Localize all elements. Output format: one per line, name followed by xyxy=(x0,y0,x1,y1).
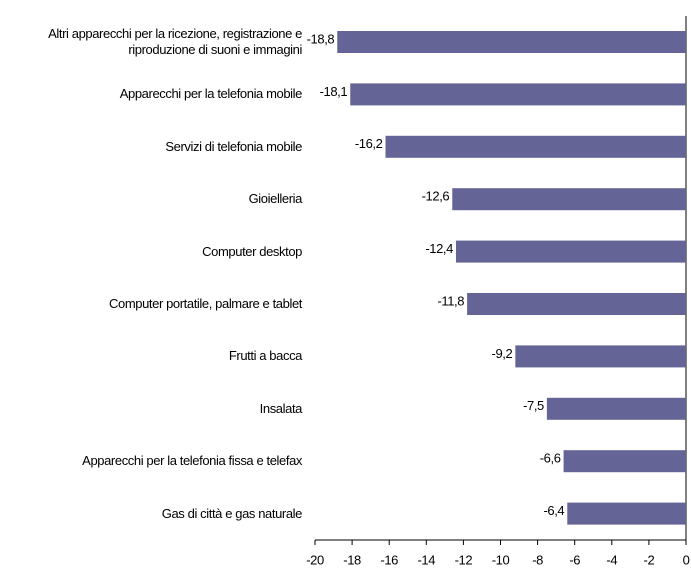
bar xyxy=(452,188,686,211)
bar xyxy=(563,450,686,473)
x-tick-label: -10 xyxy=(492,552,510,567)
category-label: Altri apparecchi per la ricezione, regis… xyxy=(48,26,302,57)
value-label: -6,6 xyxy=(540,451,561,466)
value-label: -12,6 xyxy=(422,189,450,204)
value-label: -6,4 xyxy=(543,503,564,518)
category-label: Computer desktop xyxy=(202,243,302,259)
bar xyxy=(467,293,686,315)
category-label: Gioielleria xyxy=(248,191,303,207)
bar xyxy=(515,345,686,368)
x-tick-label: -18 xyxy=(343,552,361,567)
bar xyxy=(455,240,686,263)
x-tick-label: -12 xyxy=(455,552,473,567)
x-tick-label: -2 xyxy=(644,552,655,567)
category-label: Computer portatile, palmare e tablet xyxy=(109,296,302,311)
x-tick-label: -6 xyxy=(569,552,580,567)
value-label: -16,2 xyxy=(355,136,383,151)
category-label: Apparecchi per la telefonia fissa e tele… xyxy=(82,453,302,469)
x-tick-label: -8 xyxy=(532,552,543,567)
value-label: -9,2 xyxy=(492,346,513,361)
bar xyxy=(350,83,686,106)
category-label: Apparecchi per la telefonia mobile xyxy=(119,86,303,102)
x-tick-label: -16 xyxy=(380,552,398,567)
bar xyxy=(385,135,686,158)
category-label: Gas di città e gas naturale xyxy=(161,505,303,521)
x-tick-label: 0 xyxy=(683,552,690,567)
value-label: -11,8 xyxy=(437,293,464,308)
value-label: -12,4 xyxy=(425,241,453,256)
bar xyxy=(337,31,686,53)
value-label: -18,1 xyxy=(320,84,348,99)
bar xyxy=(546,397,686,420)
bar xyxy=(567,502,686,525)
value-label: -7,5 xyxy=(523,398,544,413)
category-label: Servizi di telefonia mobile xyxy=(165,138,302,154)
x-tick-label: -20 xyxy=(306,552,324,567)
value-label: -18,8 xyxy=(307,31,335,46)
category-label: Frutti a bacca xyxy=(228,348,303,364)
category-label: Insalata xyxy=(259,400,303,416)
x-tick-label: -14 xyxy=(418,552,436,567)
x-tick-label: -4 xyxy=(606,552,617,567)
